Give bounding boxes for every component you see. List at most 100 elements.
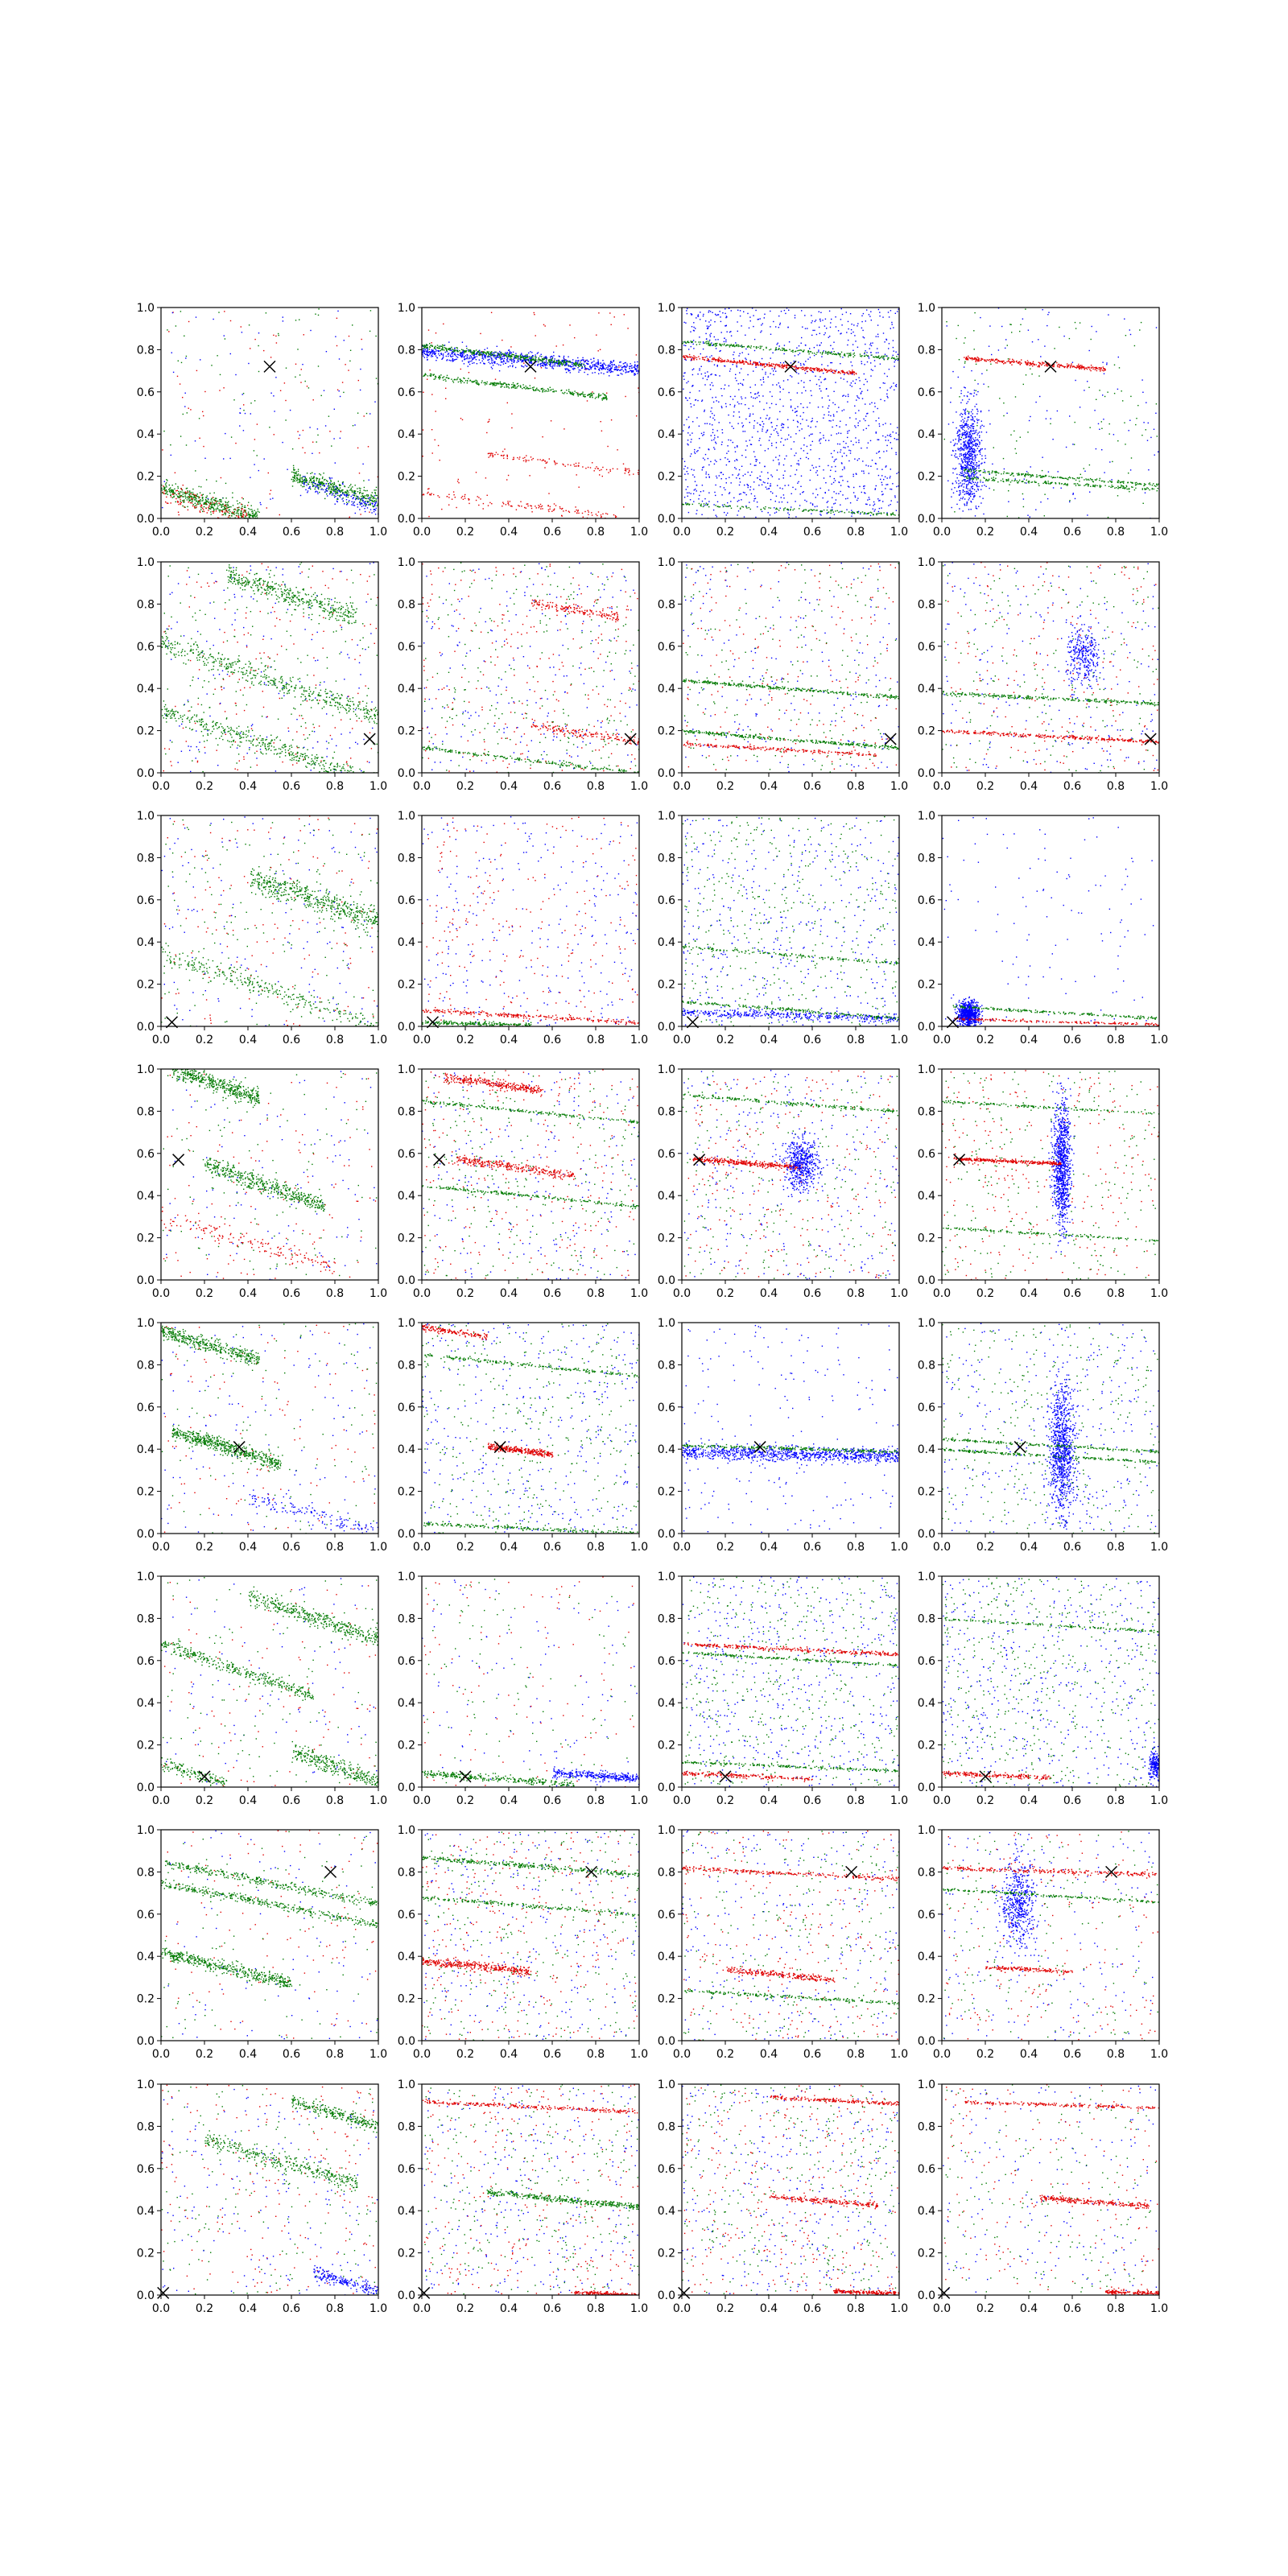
point-blue (734, 460, 736, 462)
point-blue (877, 336, 879, 337)
point-green (449, 348, 451, 349)
point-green (254, 514, 256, 517)
point-blue (835, 465, 836, 468)
point-green (507, 356, 510, 357)
point-blue (350, 495, 352, 497)
point-red (613, 514, 615, 516)
point-blue (630, 365, 632, 367)
point-green (602, 398, 605, 400)
point-blue (870, 345, 873, 347)
point-green (305, 477, 307, 480)
point-blue (795, 372, 798, 374)
point-green (465, 351, 467, 353)
point-red (610, 419, 613, 421)
point-blue (739, 372, 741, 374)
point-blue (866, 413, 868, 415)
point-blue (545, 360, 547, 361)
point-red (853, 372, 855, 374)
point-blue (347, 503, 349, 505)
point-blue (879, 386, 881, 389)
point-green (334, 489, 336, 491)
point-red (778, 365, 780, 368)
point-green (469, 379, 472, 382)
point-red (482, 508, 484, 510)
point-red (562, 507, 564, 510)
point-green (216, 497, 217, 499)
point-blue (526, 365, 527, 367)
point-blue (590, 358, 592, 361)
point-blue (572, 361, 573, 363)
point-blue (423, 350, 425, 352)
point-blue (555, 360, 558, 361)
point-red (727, 359, 729, 361)
point-red (541, 460, 543, 461)
scatter-points (682, 308, 899, 518)
point-blue (493, 361, 496, 363)
point-blue (715, 441, 716, 443)
point-blue (692, 329, 695, 332)
point-blue (682, 458, 683, 460)
point-blue (737, 474, 739, 477)
point-green (479, 353, 481, 355)
point-green (477, 382, 479, 384)
point-red (190, 493, 192, 495)
point-blue (753, 420, 756, 422)
point-green (308, 481, 310, 483)
point-green (539, 359, 541, 361)
point-blue (727, 512, 729, 514)
point-blue (764, 465, 766, 468)
point-red (177, 493, 180, 495)
point-blue (687, 511, 690, 514)
point-green (167, 493, 168, 495)
point-blue (489, 362, 491, 365)
point-blue (770, 474, 772, 476)
point-blue (453, 353, 455, 356)
point-blue (725, 406, 727, 407)
point-blue (809, 380, 811, 382)
point-blue (580, 360, 582, 361)
point-red (428, 515, 430, 518)
point-green (500, 355, 502, 357)
point-blue (753, 338, 756, 341)
point-blue (812, 371, 814, 374)
point-green (523, 386, 526, 389)
point-blue (887, 484, 889, 485)
point-red (448, 493, 450, 495)
point-blue (576, 362, 579, 365)
point-blue (857, 497, 859, 499)
point-green (531, 358, 533, 360)
point-blue (804, 499, 806, 502)
point-green (225, 508, 227, 510)
point-red (841, 371, 843, 373)
point-blue (870, 375, 872, 377)
point-red (718, 361, 720, 362)
point-blue (883, 478, 885, 481)
point-red (576, 512, 578, 514)
point-blue (776, 469, 778, 471)
point-blue (426, 352, 427, 353)
point-blue (833, 450, 835, 452)
point-blue (875, 420, 877, 422)
point-red (460, 497, 462, 499)
point-blue (741, 383, 743, 385)
point-green (456, 347, 458, 349)
point-blue (854, 382, 857, 384)
point-blue (477, 351, 479, 353)
point-blue (732, 474, 733, 476)
point-red (629, 474, 630, 476)
point-red (755, 364, 757, 365)
point-green (564, 391, 566, 394)
point-red (770, 365, 773, 367)
point-blue (730, 501, 732, 502)
point-green (480, 351, 481, 353)
point-green (588, 396, 591, 398)
point-green (446, 377, 448, 378)
point-green (434, 346, 436, 349)
point-blue (782, 464, 785, 466)
point-green (549, 359, 551, 361)
point-green (439, 375, 440, 377)
point-green (299, 481, 300, 484)
point-green (520, 357, 522, 359)
point-red (599, 469, 601, 472)
point-blue (422, 351, 423, 353)
